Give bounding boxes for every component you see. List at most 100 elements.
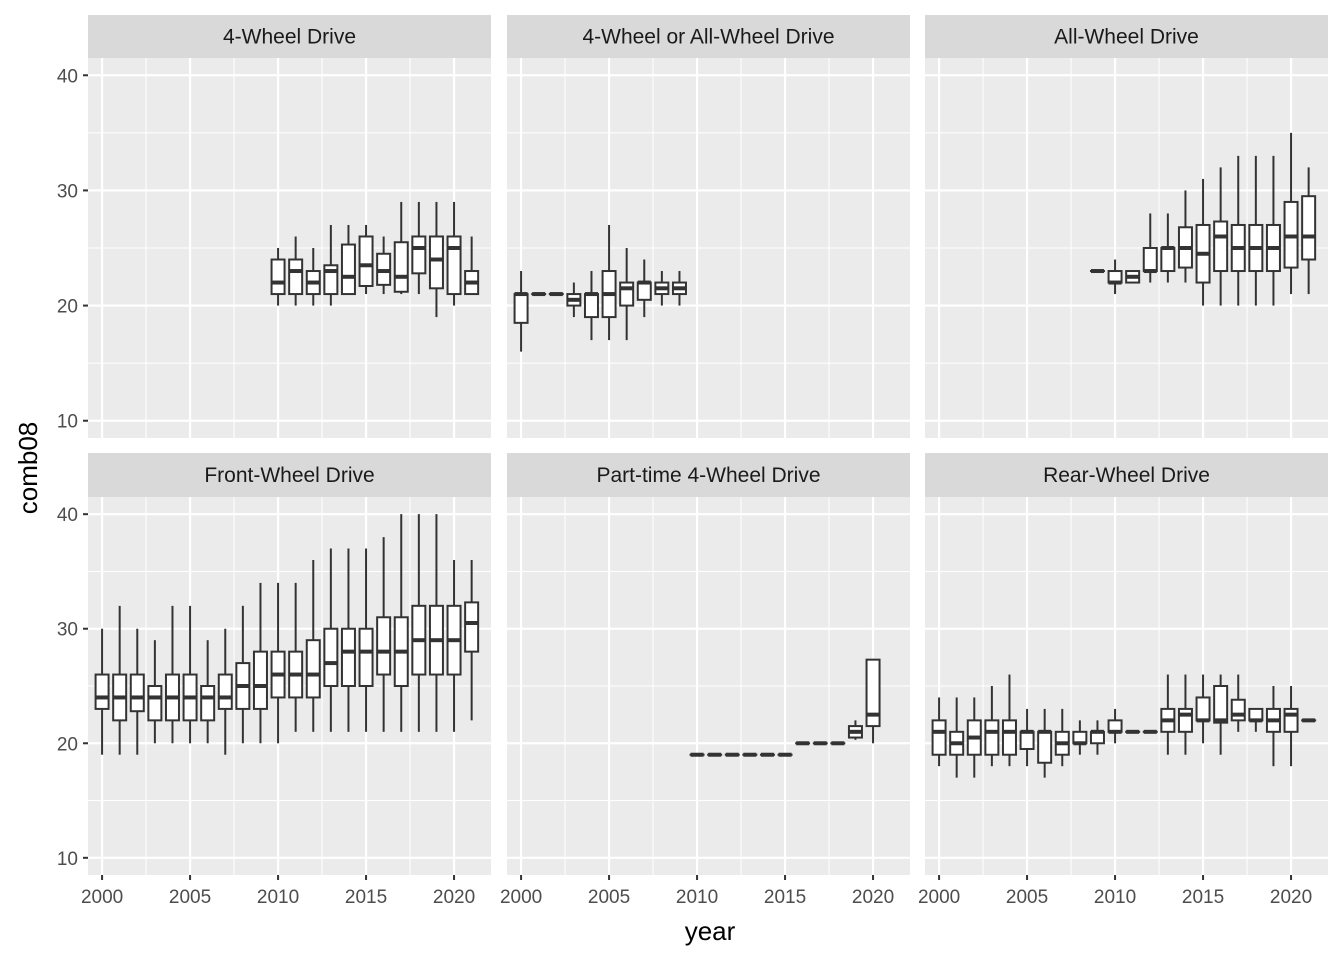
y-axis-title: comb08 bbox=[13, 422, 43, 515]
box-plot-mark bbox=[1160, 213, 1176, 283]
x-tick-label: 2000 bbox=[500, 887, 542, 908]
y-tick-label: 30 bbox=[57, 620, 78, 641]
box-iqr bbox=[984, 719, 1000, 756]
box-plot-mark bbox=[1107, 708, 1123, 744]
box-plot-mark bbox=[949, 697, 965, 778]
box-plot-mark bbox=[1001, 674, 1017, 767]
y-tick-label: 30 bbox=[57, 181, 78, 202]
box-plot-mark bbox=[393, 201, 409, 295]
box-plot-mark bbox=[1107, 259, 1123, 295]
box-plot-mark bbox=[1072, 720, 1088, 755]
x-tick-label: 2000 bbox=[918, 887, 960, 908]
box-plot-mark bbox=[654, 271, 670, 306]
box-plot-mark bbox=[1230, 155, 1246, 306]
box-plot-mark bbox=[1089, 720, 1105, 755]
box-iqr bbox=[1160, 247, 1176, 273]
box-plot-mark bbox=[1177, 674, 1193, 755]
box-plot-mark bbox=[1283, 686, 1299, 767]
box-iqr bbox=[1019, 730, 1035, 750]
box-plot-mark bbox=[340, 548, 356, 732]
box-plot-mark bbox=[1248, 155, 1264, 306]
box-iqr bbox=[94, 673, 110, 710]
box-iqr bbox=[513, 293, 529, 324]
y-tick-label: 10 bbox=[57, 412, 78, 433]
box-iqr bbox=[619, 281, 635, 307]
box-plot-mark bbox=[1054, 708, 1070, 767]
box-iqr bbox=[1230, 698, 1246, 722]
box-plot-mark bbox=[270, 582, 286, 744]
x-tick-label: 2020 bbox=[1270, 887, 1312, 908]
box-plot-mark bbox=[966, 697, 982, 778]
box-plot-mark bbox=[305, 248, 321, 306]
box-iqr bbox=[376, 616, 392, 676]
box-plot-mark bbox=[235, 605, 251, 744]
box-plot-mark bbox=[464, 560, 480, 721]
box-iqr bbox=[1177, 707, 1193, 733]
facet-panel: Front-Wheel Drive 10 20 30 40 2000 2005 2010 201… bbox=[57, 453, 491, 908]
box-plot-mark bbox=[1177, 190, 1193, 283]
box-plot-mark bbox=[847, 720, 863, 740]
box-iqr bbox=[270, 258, 286, 296]
box-plot-mark bbox=[94, 628, 110, 755]
box-plot-mark bbox=[446, 201, 462, 306]
box-iqr bbox=[1142, 247, 1158, 273]
box-iqr bbox=[129, 673, 145, 713]
box-plot-mark bbox=[411, 201, 427, 295]
y-tick-label: 20 bbox=[57, 297, 78, 318]
y-tick-label: 40 bbox=[57, 66, 78, 87]
box-iqr bbox=[358, 627, 374, 688]
box-plot-mark bbox=[984, 686, 1000, 767]
box-plot-mark bbox=[217, 628, 233, 755]
box-plot-mark bbox=[1142, 213, 1158, 283]
x-tick-label: 2015 bbox=[1182, 887, 1224, 908]
box-plot-mark bbox=[636, 259, 652, 318]
box-plot-mark bbox=[393, 514, 409, 732]
box-iqr bbox=[931, 719, 947, 756]
box-iqr bbox=[200, 685, 216, 722]
x-tick-label: 2000 bbox=[81, 887, 123, 908]
facet-strip bbox=[925, 453, 1328, 497]
box-plot-mark bbox=[252, 582, 268, 744]
box-iqr bbox=[636, 281, 652, 301]
box-plot-mark bbox=[619, 248, 635, 341]
facet-title: Front-Wheel Drive bbox=[204, 464, 374, 487]
facet-strip bbox=[507, 15, 910, 58]
box-iqr bbox=[147, 685, 163, 722]
box-plot-mark bbox=[376, 537, 392, 732]
facet-strip bbox=[88, 453, 491, 497]
x-tick-label: 2020 bbox=[433, 887, 475, 908]
facet-title: 4-Wheel or All-Wheel Drive bbox=[582, 26, 834, 49]
box-plot-mark bbox=[1213, 674, 1229, 755]
box-plot-mark bbox=[323, 224, 339, 306]
box-iqr bbox=[446, 235, 462, 296]
x-tick-label: 2005 bbox=[588, 887, 630, 908]
facet-strip bbox=[507, 453, 910, 497]
box-plot-mark bbox=[340, 224, 356, 296]
box-iqr bbox=[340, 627, 356, 688]
box-iqr bbox=[323, 627, 339, 688]
box-plot-mark bbox=[1248, 707, 1264, 732]
box-plot-mark bbox=[865, 658, 881, 744]
facet-title: All-Wheel Drive bbox=[1054, 26, 1199, 49]
box-plot-mark bbox=[200, 640, 216, 744]
x-tick-label: 2005 bbox=[1006, 887, 1048, 908]
x-tick-label: 2015 bbox=[345, 887, 387, 908]
facet-strip bbox=[925, 15, 1328, 58]
box-plot-mark bbox=[1283, 132, 1299, 295]
x-tick-label: 2010 bbox=[257, 887, 299, 908]
box-plot-mark bbox=[129, 628, 145, 755]
x-axis-title: year bbox=[685, 916, 736, 946]
box-plot-mark bbox=[1125, 270, 1141, 284]
box-plot-mark bbox=[270, 248, 286, 306]
box-plot-mark bbox=[1265, 686, 1281, 767]
box-plot-mark bbox=[583, 271, 599, 341]
box-plot-mark bbox=[601, 224, 617, 341]
box-plot-mark bbox=[446, 560, 462, 732]
box-plot-mark bbox=[428, 201, 444, 318]
box-iqr bbox=[428, 235, 444, 290]
facet-panel: 4-Wheel Drive 10 20 30 40 bbox=[57, 15, 491, 438]
box-iqr bbox=[393, 241, 409, 293]
box-plot-mark bbox=[464, 236, 480, 296]
box-plot-mark bbox=[358, 224, 374, 295]
